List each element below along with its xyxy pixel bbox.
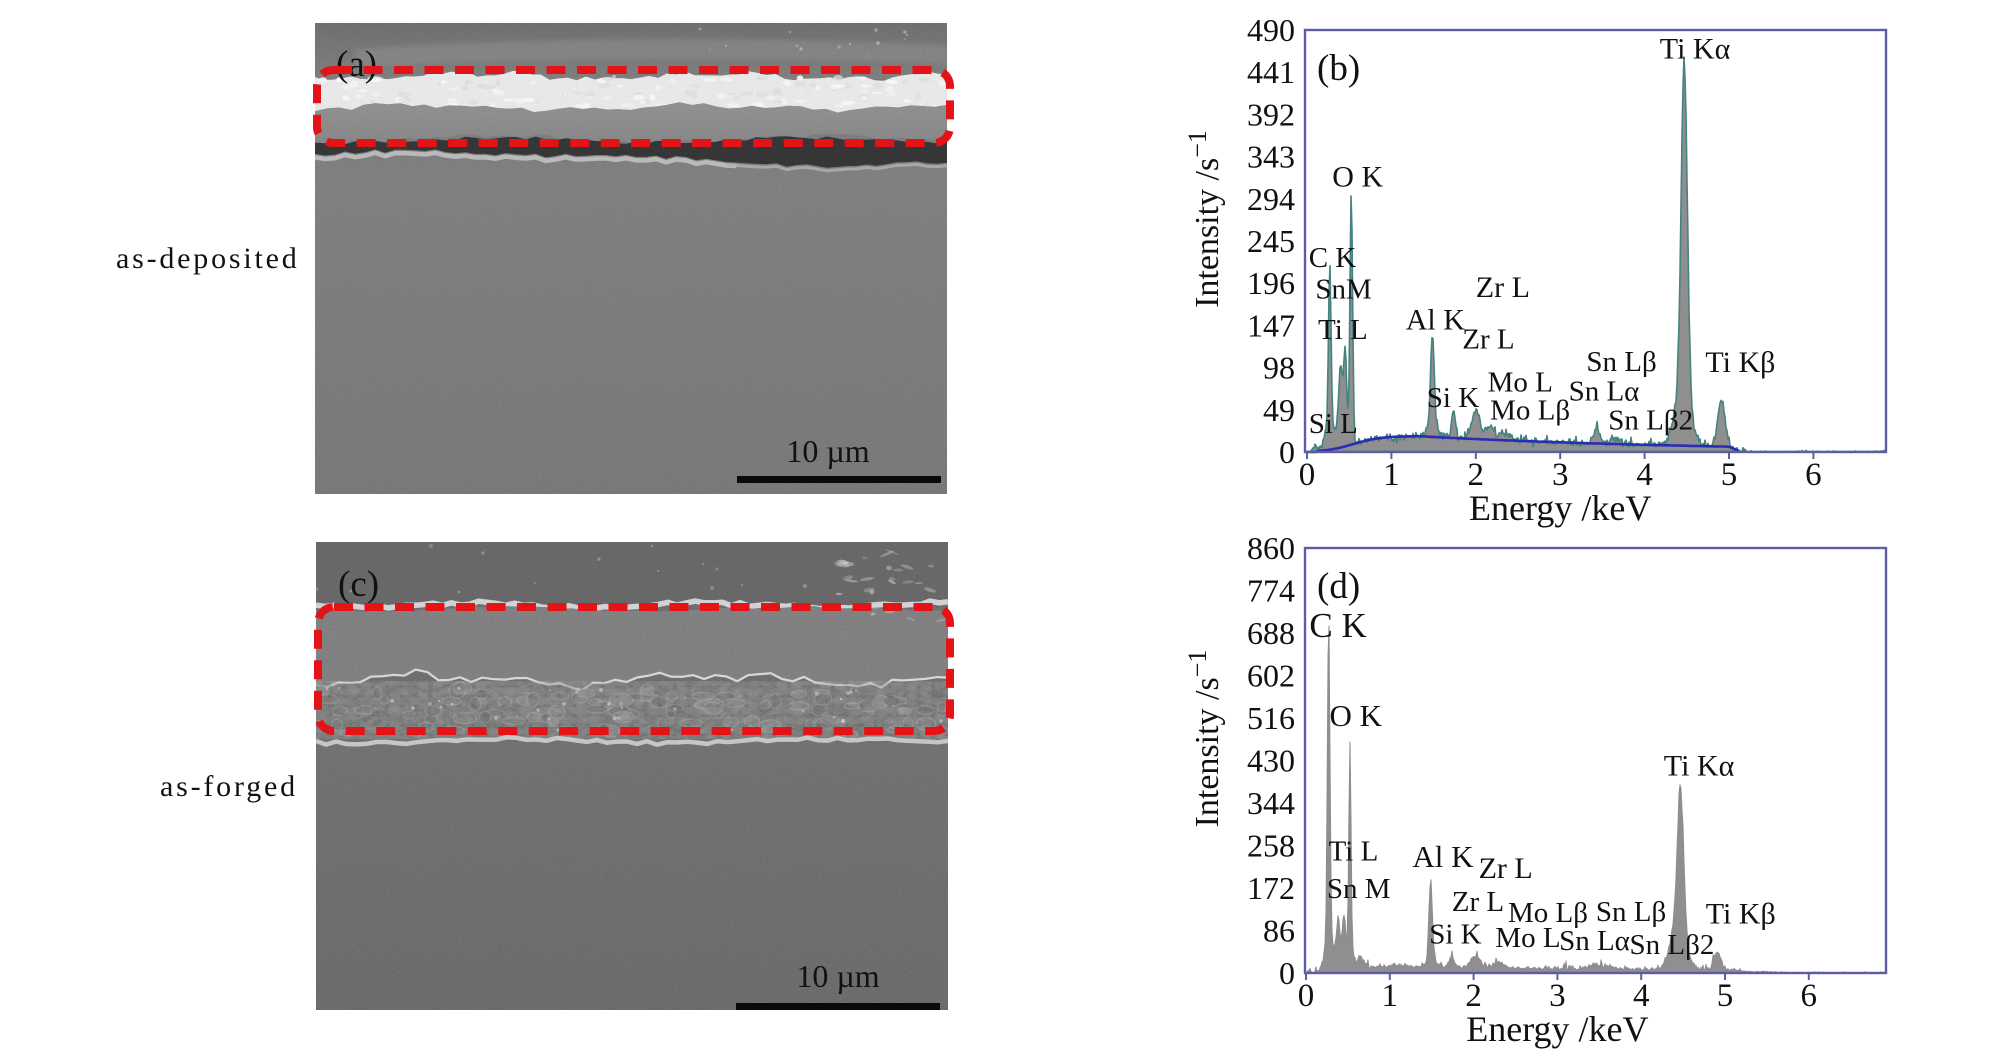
svg-text:Ti Kα: Ti Kα — [1664, 749, 1735, 782]
svg-text:Zr L: Zr L — [1479, 852, 1533, 885]
svg-text:Energy /keV: Energy /keV — [1469, 488, 1651, 528]
svg-text:344: 344 — [1247, 785, 1295, 821]
svg-text:490: 490 — [1247, 12, 1295, 48]
svg-text:343: 343 — [1247, 139, 1295, 175]
svg-text:3: 3 — [1552, 457, 1569, 493]
svg-text:5: 5 — [1717, 978, 1734, 1014]
svg-text:6: 6 — [1801, 978, 1818, 1014]
svg-text:Ti Kβ: Ti Kβ — [1706, 898, 1776, 931]
svg-text:Energy /keV: Energy /keV — [1466, 1009, 1648, 1049]
svg-text:C K: C K — [1309, 242, 1357, 274]
svg-text:0: 0 — [1279, 434, 1295, 470]
svg-text:(c): (c) — [338, 564, 379, 605]
svg-text:Zr L: Zr L — [1476, 271, 1530, 304]
svg-text:245: 245 — [1247, 223, 1295, 259]
svg-text:(a): (a) — [336, 44, 377, 85]
svg-text:4: 4 — [1633, 978, 1650, 1014]
svg-text:86: 86 — [1263, 913, 1295, 949]
svg-text:Sn Lβ2: Sn Lβ2 — [1608, 405, 1693, 437]
svg-text:10 µm: 10 µm — [796, 958, 879, 994]
svg-text:147: 147 — [1247, 307, 1295, 343]
svg-text:2: 2 — [1468, 457, 1485, 493]
svg-text:860: 860 — [1247, 530, 1295, 566]
svg-text:Ti Kβ: Ti Kβ — [1705, 346, 1775, 379]
svg-text:Zr L: Zr L — [1462, 324, 1514, 356]
svg-text:C K: C K — [1309, 606, 1366, 645]
svg-text:3: 3 — [1549, 978, 1566, 1014]
svg-text:Sn Lβ2: Sn Lβ2 — [1630, 929, 1715, 961]
svg-text:Ti L: Ti L — [1318, 314, 1368, 346]
svg-text:Si L: Si L — [1309, 408, 1358, 440]
svg-text:Ti L: Ti L — [1329, 835, 1379, 867]
svg-text:688: 688 — [1247, 615, 1295, 651]
svg-text:Intensity /s−1: Intensity /s−1 — [1183, 130, 1226, 308]
svg-text:0: 0 — [1299, 457, 1316, 493]
svg-text:10 µm: 10 µm — [786, 433, 869, 469]
svg-text:Mo L: Mo L — [1488, 367, 1553, 399]
svg-text:602: 602 — [1247, 658, 1295, 694]
svg-text:Sn M: Sn M — [1327, 873, 1391, 905]
svg-text:Zr L: Zr L — [1452, 886, 1504, 918]
svg-text:4: 4 — [1636, 457, 1653, 493]
svg-text:Mo Lβ: Mo Lβ — [1490, 394, 1570, 426]
svg-text:258: 258 — [1247, 828, 1295, 864]
svg-text:(b): (b) — [1317, 48, 1360, 89]
svg-text:O K: O K — [1332, 161, 1383, 194]
svg-text:Ti Kα: Ti Kα — [1660, 32, 1731, 65]
svg-text:0: 0 — [1298, 978, 1315, 1014]
svg-text:Sn Lβ: Sn Lβ — [1596, 896, 1666, 928]
svg-text:1: 1 — [1383, 457, 1400, 493]
svg-text:Mo L: Mo L — [1495, 922, 1560, 954]
svg-text:Si K: Si K — [1427, 382, 1479, 414]
svg-text:430: 430 — [1247, 743, 1295, 779]
svg-text:49: 49 — [1263, 392, 1295, 428]
svg-text:Al K: Al K — [1406, 304, 1466, 337]
svg-text:0: 0 — [1279, 955, 1295, 991]
svg-text:Al K: Al K — [1412, 839, 1474, 874]
svg-text:392: 392 — [1247, 96, 1295, 132]
svg-text:1: 1 — [1382, 978, 1399, 1014]
svg-text:441: 441 — [1247, 54, 1295, 90]
svg-text:2: 2 — [1465, 978, 1482, 1014]
svg-text:O K: O K — [1330, 698, 1383, 733]
svg-text:516: 516 — [1247, 700, 1295, 736]
svg-text:Sn Lα: Sn Lα — [1569, 375, 1640, 407]
svg-text:Sn Lβ: Sn Lβ — [1586, 346, 1656, 378]
svg-text:294: 294 — [1247, 181, 1295, 217]
svg-text:196: 196 — [1247, 265, 1295, 301]
svg-text:6: 6 — [1805, 457, 1822, 493]
svg-text:774: 774 — [1247, 573, 1295, 609]
svg-text:Si K: Si K — [1429, 918, 1481, 950]
svg-text:Intensity /s−1: Intensity /s−1 — [1183, 650, 1226, 828]
svg-text:(d): (d) — [1317, 566, 1360, 607]
svg-text:172: 172 — [1247, 870, 1295, 906]
svg-text:SnM: SnM — [1315, 274, 1371, 306]
svg-text:Sn Lα: Sn Lα — [1559, 925, 1630, 957]
svg-text:98: 98 — [1263, 350, 1295, 386]
svg-text:Mo Lβ: Mo Lβ — [1508, 897, 1588, 929]
svg-text:5: 5 — [1721, 457, 1738, 493]
